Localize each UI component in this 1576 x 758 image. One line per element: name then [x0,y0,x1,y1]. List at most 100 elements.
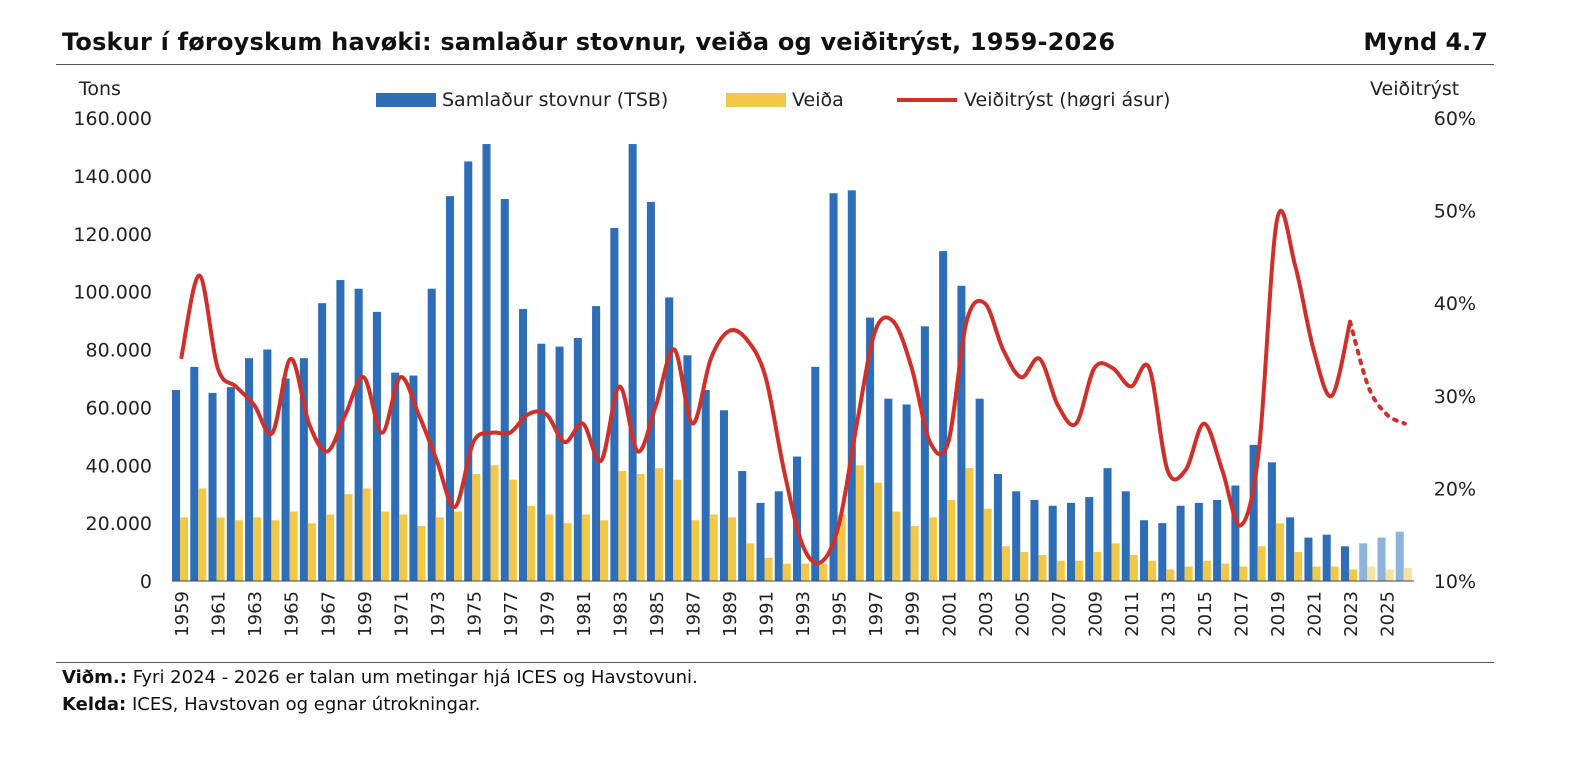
tsb-bar-2011 [1121,491,1130,581]
tsb-bar-2018 [1249,444,1258,581]
y-tick-right: 30% [1434,386,1476,408]
catch-bar-2003 [983,508,992,581]
x-tick-label: 1981 [574,591,595,637]
note-label: Viðm.: [62,667,127,688]
tsb-bar-1973 [427,288,436,581]
chart-area: Samlaður stovnur (TSB) Veiða Veiðitrýst … [73,78,1476,637]
tsb-bar-1997 [866,317,875,581]
figure-number: Mynd 4.7 [1363,28,1488,56]
x-tick-label: 2019 [1268,591,1289,637]
x-tick-label: 1963 [245,591,266,637]
x-tick-label: 1989 [720,591,741,637]
tsb-bar-2012 [1140,520,1149,581]
tsb-bar-1980 [555,346,564,581]
tsb-bar-1994 [811,366,820,581]
catch-bar-2013 [1166,569,1175,581]
source-line: Kelda: ICES, Havstovan og egnar útroknin… [62,694,480,715]
tsb-bar-1979 [537,343,546,581]
x-tick-label: 2025 [1378,591,1399,637]
y-tick-left: 140.000 [73,166,152,188]
legend-label-pressure: Veiðitrýst (høgri ásur) [964,89,1170,111]
catch-bar-1971 [399,514,408,581]
x-tick-label: 2017 [1232,591,1253,637]
tsb-bar-1982 [592,306,601,581]
tsb-bar-1988 [701,390,710,581]
x-tick-label: 1983 [611,591,632,637]
x-tick-label: 2009 [1085,591,1106,637]
catch-bar-2010 [1111,543,1120,581]
y-tick-right: 20% [1434,478,1476,500]
catch-bar-2019 [1275,523,1284,581]
catch-bar-1961 [216,517,225,581]
tsb-bar-1990 [738,471,747,581]
catch-bar-1999 [910,526,919,581]
tsb-bar-2021 [1304,537,1313,581]
catch-bar-2017 [1239,566,1248,581]
catch-bar-1962 [234,520,243,581]
tsb-bar-1961 [208,392,217,581]
catch-bar-1970 [380,511,389,581]
tsb-bar-1996 [847,190,856,581]
x-tick-label: 1969 [355,591,376,637]
tsb-bar-1977 [500,199,509,581]
tsb-bar-2016 [1213,499,1222,581]
catch-bar-1975 [472,473,481,581]
catch-bar-1989 [727,517,737,581]
catch-bar-2024 [1367,566,1376,581]
tsb-bar-2009 [1085,497,1094,581]
bottom-divider [56,662,1494,663]
x-tick-label: 1973 [428,591,449,637]
x-tick-label: 1975 [464,591,485,637]
catch-bar-2001 [947,499,956,581]
y-tick-left: 80.000 [86,340,152,362]
catch-bar-2025 [1385,569,1394,581]
tsb-bar-2006 [1030,499,1039,581]
x-tick-label: 1961 [209,591,230,637]
tsb-bar-1995 [829,193,838,582]
catch-bar-2009 [1093,552,1102,581]
y-tick-left: 0 [140,571,152,593]
x-tick-label: 1987 [684,591,705,637]
tsb-bar-2014 [1176,505,1185,581]
tsb-bar-1987 [683,355,692,581]
catch-bar-1976 [490,465,499,581]
tsb-bar-2025 [1377,537,1386,581]
x-tick-label: 2007 [1049,591,1070,637]
catch-bar-1995 [837,514,846,581]
tsb-bar-1984 [628,144,637,581]
catch-bar-1992 [782,563,791,581]
catch-bar-2014 [1184,566,1193,581]
catch-bar-1981 [581,514,590,581]
x-tick-label: 2001 [939,591,960,637]
note-line: Viðm.: Fyri 2024 - 2026 er talan um meti… [62,667,698,688]
catch-bar-2018 [1257,546,1266,581]
catch-bar-2002 [965,468,974,581]
tsb-bar-1962 [226,387,235,581]
tsb-bar-1986 [665,297,674,581]
catch-bar-2021 [1312,566,1321,581]
x-tick-label: 1971 [391,591,412,637]
tsb-bar-1963 [245,358,254,581]
pressure-line-estimate [1348,319,1407,426]
tsb-bar-2015 [1194,502,1203,581]
x-tick-label: 1959 [172,591,193,637]
tsb-bar-1966 [299,358,308,581]
catch-bar-1998 [892,511,901,581]
catch-bar-2022 [1330,566,1339,581]
pressure-line [179,208,1353,566]
tsb-bar-1965 [281,378,290,581]
tsb-bar-1960 [190,366,199,581]
tsb-bar-1974 [445,196,455,581]
tsb-bar-2002 [957,285,966,581]
x-tick-label: 1995 [830,591,851,637]
catch-bar-1964 [271,520,280,581]
catch-bar-2015 [1202,560,1211,581]
catch-bar-1977 [508,479,517,581]
x-tick-label: 2003 [976,591,997,637]
tsb-bar-1959 [172,390,181,581]
catch-bar-2005 [1020,552,1029,581]
catch-bar-2016 [1221,563,1230,581]
tsb-bar-1985 [646,201,655,581]
tsb-bar-1989 [719,410,728,581]
x-tick-label: 1993 [793,591,814,637]
